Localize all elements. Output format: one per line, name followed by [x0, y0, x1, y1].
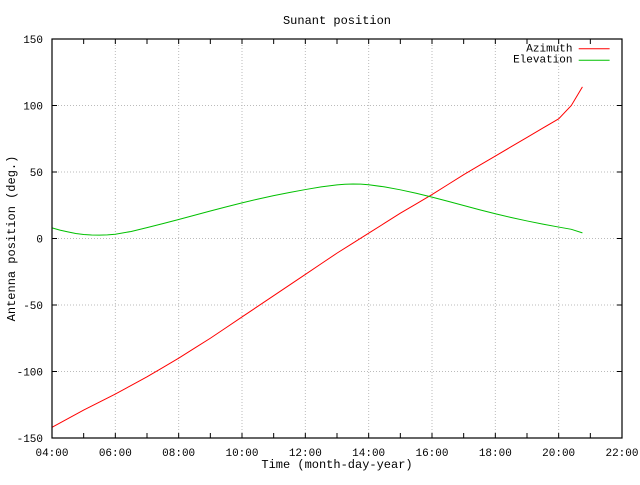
svg-text:-50: -50 — [23, 301, 43, 313]
svg-text:Elevation: Elevation — [513, 55, 572, 67]
svg-text:18:00: 18:00 — [479, 448, 512, 460]
svg-text:20:00: 20:00 — [542, 448, 575, 460]
svg-text:100: 100 — [23, 102, 43, 114]
svg-text:Azimuth: Azimuth — [526, 43, 572, 55]
svg-text:06:00: 06:00 — [99, 448, 132, 460]
svg-text:Time (month-day-year): Time (month-day-year) — [261, 458, 412, 472]
svg-text:50: 50 — [30, 168, 43, 180]
svg-text:0: 0 — [36, 235, 43, 247]
svg-text:04:00: 04:00 — [35, 448, 68, 460]
svg-text:10:00: 10:00 — [225, 448, 258, 460]
svg-text:Antenna position (deg.): Antenna position (deg.) — [5, 156, 19, 322]
svg-text:22:00: 22:00 — [605, 448, 638, 460]
svg-text:150: 150 — [23, 35, 43, 47]
svg-text:Sunant position: Sunant position — [283, 14, 391, 28]
svg-text:08:00: 08:00 — [162, 448, 195, 460]
svg-text:-150: -150 — [17, 434, 43, 446]
svg-text:-100: -100 — [17, 368, 43, 380]
svg-text:16:00: 16:00 — [415, 448, 448, 460]
